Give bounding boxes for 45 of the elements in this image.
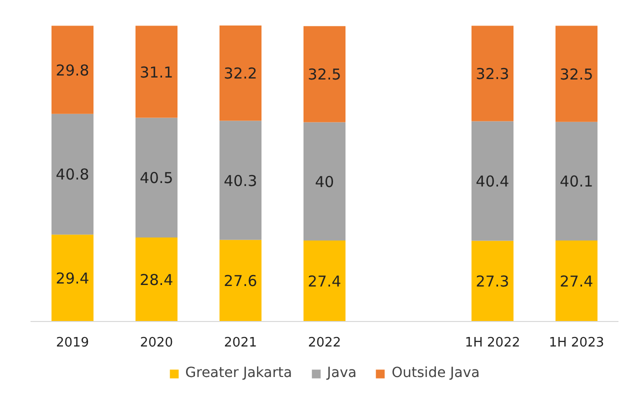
data-label: 27.6 <box>224 272 258 290</box>
data-label: 32.5 <box>560 65 594 84</box>
legend-label: Greater Jakarta <box>185 365 292 381</box>
bar <box>472 26 514 122</box>
data-label: 29.4 <box>56 270 90 288</box>
bar <box>220 120 262 240</box>
x-tick-label: 1H 2022 <box>464 336 520 350</box>
data-label: 31.1 <box>140 63 174 82</box>
bar <box>52 114 94 235</box>
x-tick-label: 1H 2023 <box>548 336 604 350</box>
bar <box>220 26 262 121</box>
bar <box>52 26 94 114</box>
x-tick-label: 2019 <box>56 336 90 350</box>
x-tick-label: 2021 <box>224 336 258 350</box>
x-tick-label: 2020 <box>140 336 174 350</box>
bar <box>556 26 598 122</box>
data-label: 40.3 <box>224 172 258 190</box>
bar <box>556 122 598 240</box>
bar <box>556 240 598 322</box>
bar <box>472 121 514 241</box>
legend-label: Java <box>327 365 357 381</box>
data-label: 40.4 <box>476 172 510 191</box>
bar <box>220 240 262 322</box>
bar <box>136 118 178 238</box>
data-label: 40.8 <box>56 166 90 184</box>
data-label: 40 <box>314 172 334 191</box>
data-label: 27.4 <box>560 272 594 290</box>
data-label: 27.4 <box>308 272 342 290</box>
data-label: 32.5 <box>308 66 342 84</box>
bar <box>472 240 514 322</box>
data-label: 27.3 <box>476 272 510 291</box>
data-label: 40.5 <box>140 169 174 188</box>
bar <box>136 26 178 118</box>
bar <box>136 238 178 322</box>
data-label: 32.2 <box>224 64 258 83</box>
bar <box>52 234 94 322</box>
data-label: 32.3 <box>476 65 510 84</box>
data-label: 40.1 <box>560 172 594 191</box>
data-label: 28.4 <box>140 271 174 290</box>
x-tick-label: 2022 <box>308 336 342 350</box>
legend-label: Outside Java <box>392 365 480 381</box>
bar <box>304 240 346 322</box>
bar <box>304 26 346 122</box>
data-label: 29.8 <box>56 61 90 80</box>
bar <box>304 122 346 240</box>
